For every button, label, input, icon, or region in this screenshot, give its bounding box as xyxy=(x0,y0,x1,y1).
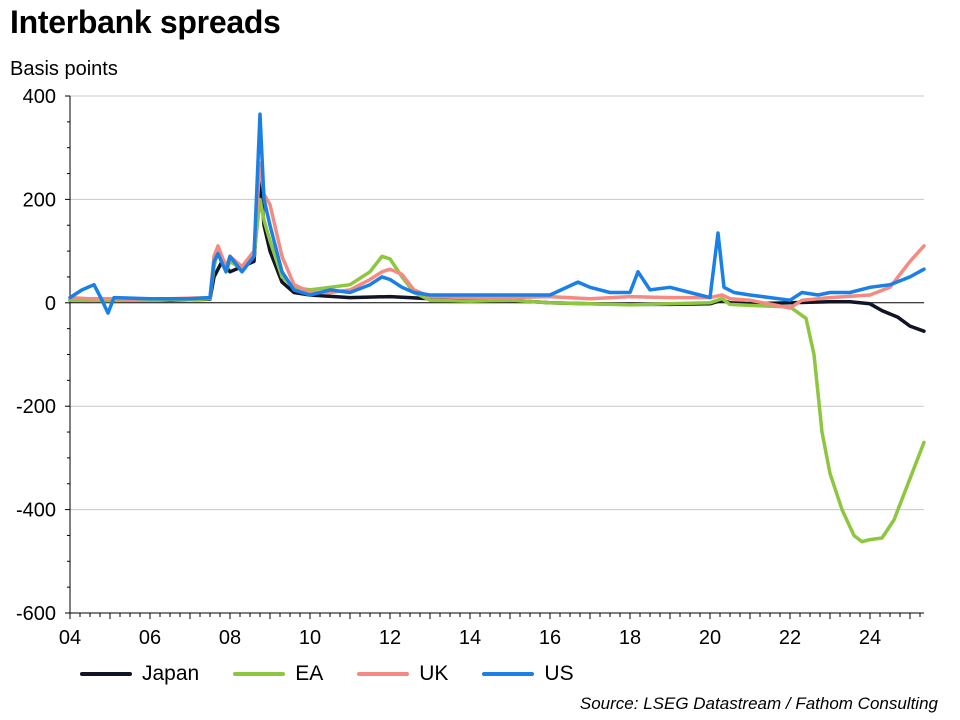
axes xyxy=(65,95,924,619)
x-tick-label: 24 xyxy=(859,627,881,649)
x-tick-label: 08 xyxy=(219,627,241,649)
x-tick-labels: 04 06 08 10 12 14 16 18 20 22 24 xyxy=(59,627,881,649)
legend-swatch xyxy=(482,672,535,676)
series-line-uk xyxy=(68,161,926,310)
series-line-ea xyxy=(68,197,926,544)
legend-label: UK xyxy=(419,662,449,685)
y-tick-label: -200 xyxy=(16,396,56,418)
legend-item-japan: Japan xyxy=(80,662,199,686)
y-tick-label: -400 xyxy=(16,500,56,522)
x-tick-label: 22 xyxy=(779,627,801,649)
y-tick-label: -600 xyxy=(16,603,56,625)
y-tick-label: 400 xyxy=(23,86,56,108)
source-note: Source: LSEG Datastream / Fathom Consult… xyxy=(579,694,938,713)
x-tick-label: 12 xyxy=(379,627,401,649)
y-tick-labels: 400 200 0 -200 -400 -600 xyxy=(16,86,56,625)
x-tick-label: 18 xyxy=(619,627,641,649)
series-lines xyxy=(68,112,926,544)
x-tick-label: 20 xyxy=(699,627,721,649)
legend-item-uk: UK xyxy=(357,662,448,686)
legend-label: EA xyxy=(295,662,324,685)
legend: Japan EA UK US xyxy=(80,662,608,686)
x-tick-label: 04 xyxy=(59,627,81,649)
legend-item-us: US xyxy=(482,662,574,686)
legend-label: Japan xyxy=(142,662,200,685)
y-tick-label: 0 xyxy=(45,293,56,315)
gridlines xyxy=(70,95,924,614)
series-line-us xyxy=(68,112,926,315)
legend-swatch xyxy=(233,672,286,676)
legend-swatch xyxy=(357,672,410,676)
legend-item-ea: EA xyxy=(233,662,323,686)
x-tick-label: 14 xyxy=(459,627,481,649)
x-tick-label: 10 xyxy=(299,627,321,649)
legend-label: US xyxy=(544,662,574,685)
series-line-japan xyxy=(68,176,926,333)
y-tick-label: 200 xyxy=(23,189,56,211)
legend-swatch xyxy=(80,672,132,676)
x-tick-label: 16 xyxy=(539,627,561,649)
chart-title: Interbank spreads xyxy=(10,4,281,40)
y-axis-unit-label: Basis points xyxy=(10,58,118,80)
x-tick-label: 06 xyxy=(139,627,161,649)
